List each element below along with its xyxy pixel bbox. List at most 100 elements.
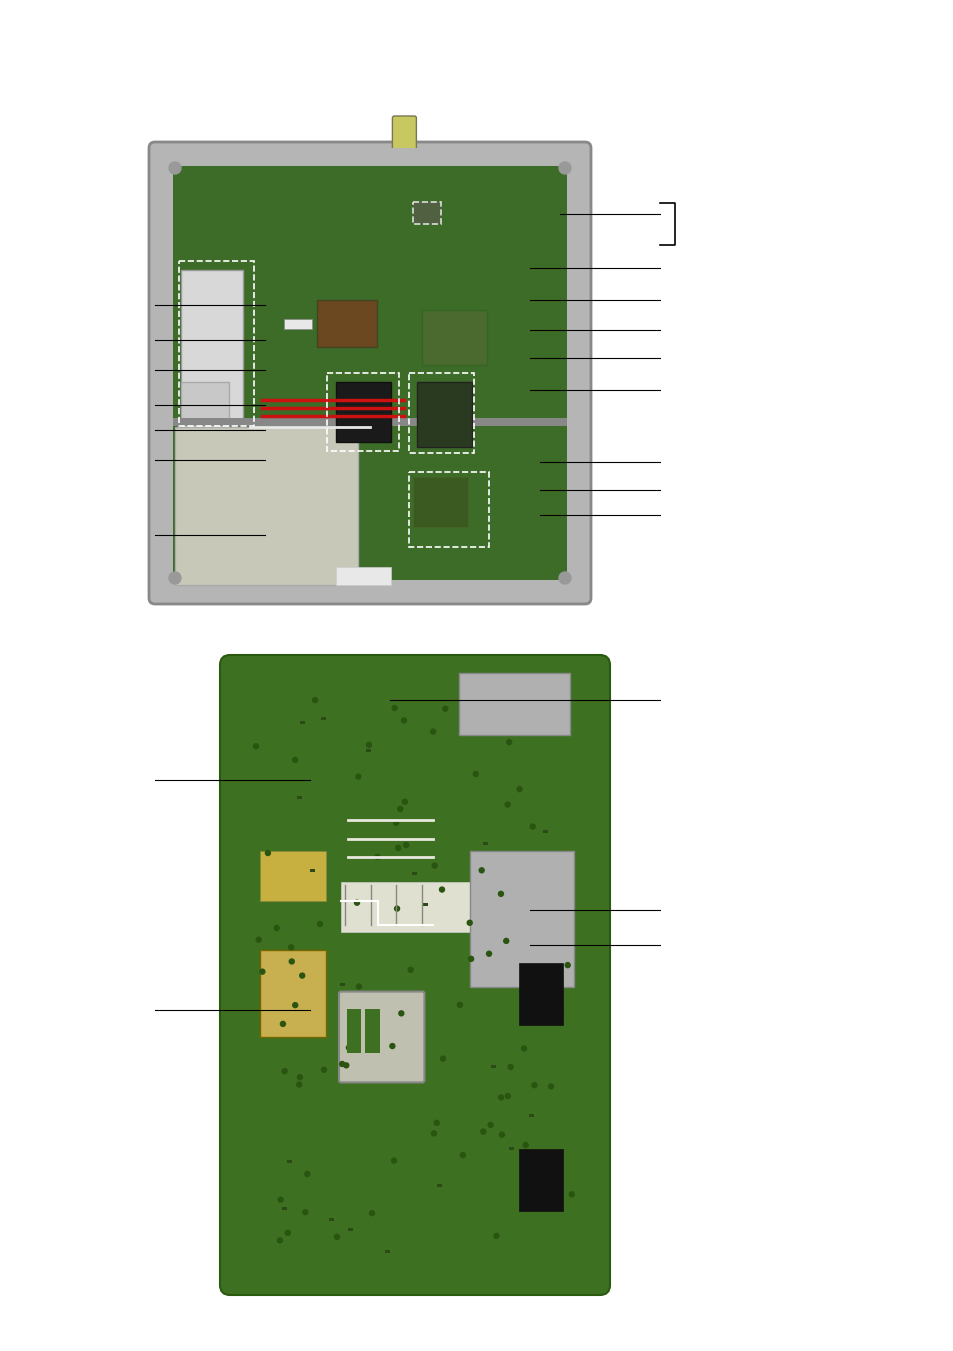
Circle shape — [522, 1143, 528, 1147]
Circle shape — [335, 1235, 339, 1239]
Circle shape — [442, 707, 447, 711]
Circle shape — [403, 843, 408, 847]
Bar — [528, 1113, 534, 1117]
Circle shape — [259, 969, 265, 974]
Circle shape — [343, 1063, 349, 1067]
Circle shape — [285, 1231, 290, 1235]
Circle shape — [355, 900, 359, 905]
Bar — [459, 673, 570, 735]
Bar — [408, 373, 474, 453]
Bar — [327, 373, 398, 451]
Circle shape — [505, 1093, 510, 1098]
Circle shape — [488, 1123, 493, 1127]
Bar — [310, 869, 314, 873]
Circle shape — [401, 717, 406, 723]
Circle shape — [440, 1056, 445, 1061]
Circle shape — [395, 907, 399, 911]
Bar — [491, 1065, 496, 1069]
Circle shape — [558, 1012, 562, 1017]
Bar — [509, 1147, 514, 1150]
Circle shape — [521, 1046, 526, 1051]
Circle shape — [480, 1129, 485, 1133]
Circle shape — [299, 973, 304, 978]
Bar — [518, 1148, 562, 1210]
Circle shape — [280, 1021, 285, 1027]
Bar — [348, 1228, 353, 1231]
Bar — [483, 843, 488, 846]
Circle shape — [468, 957, 473, 962]
Circle shape — [289, 944, 294, 950]
Circle shape — [355, 774, 360, 780]
Bar — [365, 1009, 379, 1052]
Circle shape — [520, 1193, 526, 1198]
Bar — [339, 984, 345, 986]
Bar — [436, 1183, 441, 1188]
Circle shape — [564, 963, 570, 967]
Circle shape — [390, 1043, 395, 1048]
Circle shape — [265, 851, 270, 855]
Circle shape — [256, 938, 261, 942]
Circle shape — [391, 1158, 396, 1163]
Bar — [287, 1159, 292, 1163]
Circle shape — [317, 921, 322, 927]
Circle shape — [486, 951, 491, 957]
Circle shape — [278, 1197, 283, 1202]
Bar — [335, 566, 390, 585]
Circle shape — [302, 1209, 308, 1215]
Circle shape — [356, 984, 361, 989]
Circle shape — [169, 162, 181, 174]
Circle shape — [321, 1067, 326, 1073]
Circle shape — [346, 1046, 351, 1050]
Bar — [385, 1250, 390, 1252]
Circle shape — [293, 758, 297, 762]
Bar — [366, 748, 371, 751]
Bar — [408, 471, 488, 547]
Circle shape — [530, 824, 535, 830]
Circle shape — [305, 1171, 310, 1177]
Bar — [329, 1219, 334, 1221]
Circle shape — [434, 1120, 438, 1125]
Circle shape — [408, 967, 413, 973]
Circle shape — [498, 1094, 503, 1100]
Circle shape — [558, 162, 571, 174]
Circle shape — [253, 744, 258, 748]
Bar — [413, 203, 440, 224]
Circle shape — [397, 807, 402, 812]
Bar — [335, 382, 390, 442]
Circle shape — [558, 571, 571, 584]
Bar — [300, 721, 305, 724]
Bar — [346, 1009, 361, 1052]
Circle shape — [499, 1132, 504, 1138]
Circle shape — [430, 730, 436, 734]
Circle shape — [394, 820, 398, 825]
Bar — [470, 851, 574, 988]
Bar — [340, 882, 470, 932]
Bar — [181, 269, 243, 424]
Circle shape — [313, 697, 317, 703]
Bar — [320, 717, 326, 720]
Circle shape — [366, 743, 371, 747]
Circle shape — [432, 863, 436, 869]
Bar — [179, 261, 253, 426]
Bar — [413, 477, 468, 527]
Bar — [282, 1208, 287, 1210]
Bar — [296, 796, 301, 798]
Bar — [416, 382, 472, 447]
Circle shape — [439, 888, 444, 892]
Bar — [174, 427, 358, 585]
Circle shape — [375, 854, 379, 859]
Circle shape — [402, 800, 407, 804]
Circle shape — [467, 920, 472, 925]
FancyBboxPatch shape — [392, 116, 416, 155]
Circle shape — [431, 1131, 436, 1136]
Bar — [421, 309, 486, 365]
Bar — [181, 382, 229, 430]
Circle shape — [548, 1084, 553, 1089]
Circle shape — [478, 867, 484, 873]
Circle shape — [460, 1152, 465, 1158]
Circle shape — [277, 1238, 282, 1243]
Bar — [259, 950, 326, 1038]
Circle shape — [289, 959, 294, 965]
Bar — [172, 166, 566, 580]
Circle shape — [569, 1192, 574, 1197]
